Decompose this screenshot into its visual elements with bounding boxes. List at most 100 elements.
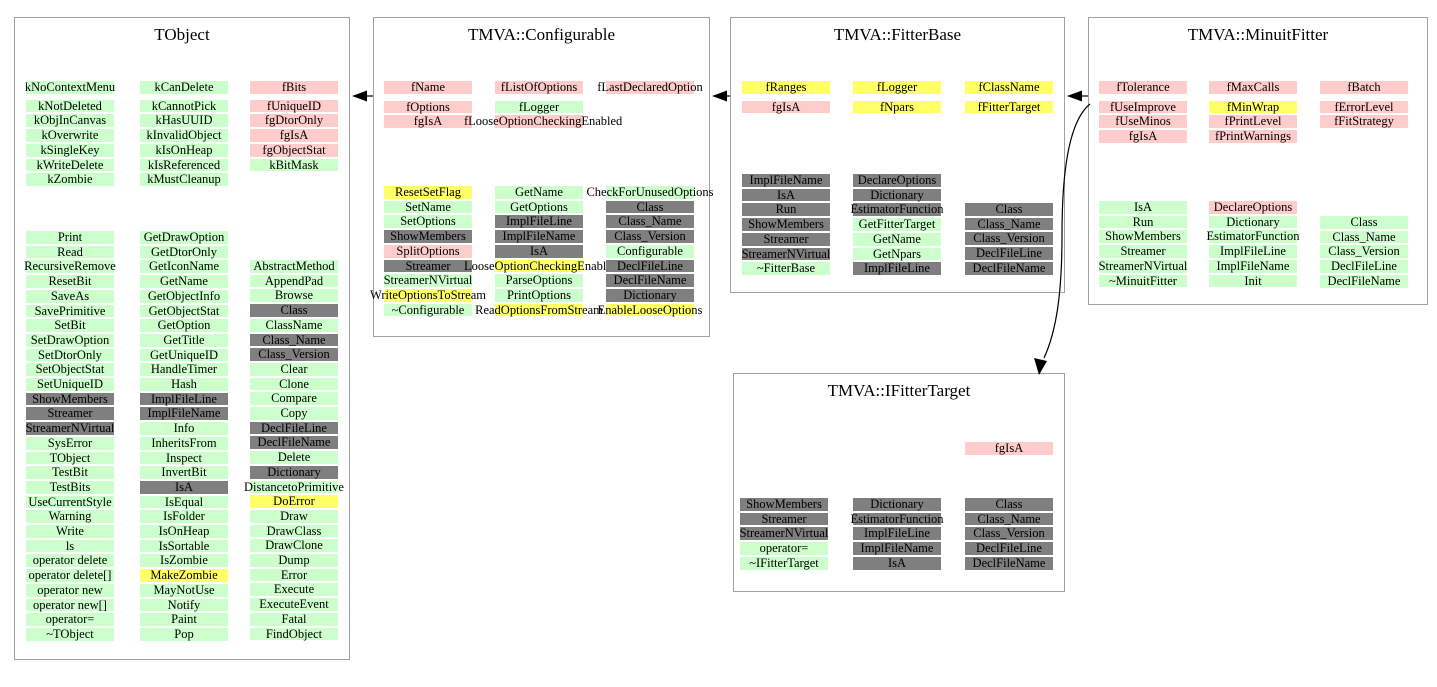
member-cell: GetName (822, 232, 972, 247)
member-highlight (742, 174, 830, 187)
member-cell: operator= (0, 612, 145, 627)
member-cell: Dictionary (219, 465, 369, 480)
member-cell: SysError (0, 436, 145, 451)
member-cell: kOverwrite (0, 128, 145, 143)
member-label: Inspect (165, 450, 203, 465)
member-highlight (1209, 100, 1297, 114)
member-cell: EnableLooseOptions (575, 303, 725, 318)
member-cell: GetDrawOption (109, 230, 259, 245)
member-cell: SetDrawOption (0, 333, 145, 348)
member-label: IsZombie (160, 553, 208, 568)
member-highlight (140, 495, 228, 509)
member-highlight (250, 362, 338, 376)
member-cell: fLooseOptionCheckingEnabled (464, 114, 622, 129)
member-label: fPrintWarnings (1214, 129, 1292, 144)
member-cell: DrawClone (219, 538, 369, 553)
member-label: Streamer (761, 511, 807, 526)
member-label: GetOptions (510, 199, 568, 214)
member-cell: ImplFileLine (464, 214, 614, 229)
member-cell: Fatal (219, 612, 369, 627)
member-label: Print (57, 230, 83, 244)
member-cell: StreamerNVirtual (353, 273, 503, 288)
member-highlight (140, 99, 228, 113)
member-label: ShowMembers (746, 497, 822, 511)
member-label: MakeZombie (150, 568, 218, 583)
member-cell: TestBits (0, 480, 145, 495)
member-label: Class (1350, 215, 1378, 229)
member-cell: Configurable (575, 244, 725, 259)
member-highlight (740, 527, 828, 541)
member-label: ImplFileName (860, 541, 934, 556)
member-cell: DeclFileName (1289, 274, 1437, 289)
member-label: EstimatorFunction (1206, 229, 1300, 244)
member-cell: kCanDelete (109, 80, 259, 95)
member-label: Run (775, 202, 797, 217)
member-label: HandleTimer (150, 362, 218, 377)
member-cell: fFitStrategy (1289, 114, 1437, 129)
member-label: fMinWrap (1226, 99, 1280, 114)
member-highlight (606, 215, 694, 229)
member-label: Read (57, 244, 83, 259)
member-label: ShowMembers (32, 391, 108, 406)
member-highlight (384, 288, 472, 302)
member-label: Class_Name (618, 214, 682, 229)
member-label: WriteOptionsToStream (370, 287, 486, 302)
member-label: Class (280, 303, 308, 318)
member-cell: GetOptions (464, 200, 614, 215)
member-cell: Class (575, 200, 725, 215)
member-highlight (140, 436, 228, 450)
member-cell: fBits (219, 80, 369, 95)
member-label: ReadOptionsFromStream (475, 302, 603, 317)
member-label: Class_Name (977, 216, 1041, 231)
member-highlight (26, 495, 114, 509)
member-cell: DeclFileLine (219, 421, 369, 436)
member-label: ImplFileName (1216, 258, 1290, 273)
member-highlight (250, 539, 338, 553)
member-label: ImplFileLine (506, 214, 572, 229)
member-highlight (250, 524, 338, 538)
member-highlight (1099, 230, 1187, 244)
member-highlight (1099, 100, 1187, 114)
member-label: fLogger (876, 80, 918, 94)
member-highlight (965, 232, 1053, 246)
member-label: ImplFileName (502, 229, 576, 244)
member-label: GetOption (157, 318, 211, 333)
member-cell: SplitOptions (353, 244, 503, 259)
member-highlight (742, 262, 830, 275)
member-label: kSingleKey (40, 142, 100, 157)
member-cell: SetObjectStat (0, 362, 145, 377)
member-cell: Class (934, 497, 1084, 512)
member-label: kInvalidObject (146, 128, 222, 143)
member-highlight (250, 407, 338, 420)
member-label: fgIsA (1128, 129, 1158, 144)
member-cell: kWriteDelete (0, 158, 145, 173)
member-cell: ClassName (219, 318, 369, 333)
member-cell: Streamer (353, 259, 503, 274)
member-label: DeclareOptions (857, 173, 937, 187)
member-label: fBatch (1347, 80, 1381, 94)
member-label: Clone (279, 376, 309, 391)
member-cell: Class_Name (219, 333, 369, 348)
member-label: IsA (174, 479, 194, 494)
member-label: Dump (278, 553, 310, 567)
member-cell: fPrintWarnings (1178, 129, 1328, 144)
member-highlight (250, 158, 338, 172)
member-label: operator new (37, 582, 103, 597)
member-cell: Draw (219, 509, 369, 524)
member-label: Class_Version (614, 229, 686, 244)
member-cell: GetName (109, 274, 259, 289)
member-highlight (853, 512, 941, 526)
member-label: TestBit (52, 465, 88, 480)
member-cell: fNpars (822, 100, 972, 115)
member-cell: Hash (109, 377, 259, 392)
member-cell: fName (353, 80, 503, 95)
member-cell: GetTitle (109, 333, 259, 348)
member-highlight (26, 289, 114, 303)
member-highlight (26, 525, 114, 538)
member-cell: kObjInCanvas (0, 113, 145, 128)
member-highlight (384, 100, 472, 114)
member-cell: kZombie (0, 172, 145, 187)
member-highlight (250, 348, 338, 361)
member-label: StreamerNVirtual (383, 273, 473, 288)
member-label: Class_Name (1332, 229, 1396, 244)
